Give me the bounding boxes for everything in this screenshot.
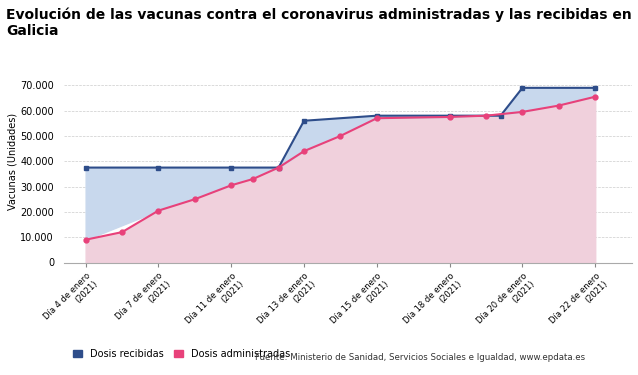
Y-axis label: Vacunas (Unidades): Vacunas (Unidades) (8, 112, 18, 210)
Text: Evolución de las vacunas contra el coronavirus administradas y las recibidas en : Evolución de las vacunas contra el coron… (6, 8, 632, 38)
Text: Fuente: Ministerio de Sanidad, Servicios Sociales e Igualdad, www.epdata.es: Fuente: Ministerio de Sanidad, Servicios… (255, 353, 585, 362)
Legend: Dosis recibidas, Dosis administradas: Dosis recibidas, Dosis administradas (69, 345, 294, 363)
